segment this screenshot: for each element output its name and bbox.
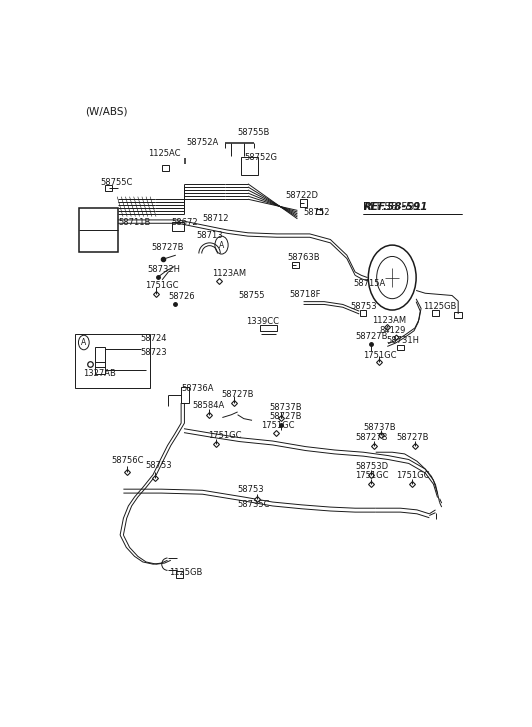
Text: 58753: 58753 [146,461,172,470]
Text: 58584A: 58584A [192,401,225,410]
Bar [397,345,404,350]
Text: 58711B: 58711B [119,218,151,228]
Text: A: A [81,338,86,347]
Text: (W/ABS): (W/ABS) [85,107,128,117]
Bar [300,199,307,206]
Text: 58712: 58712 [203,214,229,222]
Bar [172,222,185,231]
Bar [176,571,183,578]
Text: 58724: 58724 [140,334,167,343]
Text: 1751GC: 1751GC [209,431,242,441]
Text: REF.58-591: REF.58-591 [363,201,421,212]
Circle shape [368,245,416,310]
Bar [293,262,299,268]
Text: 84129: 84129 [380,326,406,335]
Text: 58755B: 58755B [238,127,270,137]
Text: 58753D: 58753D [355,462,388,471]
Circle shape [215,236,228,254]
Bar [162,165,169,171]
Text: 58732H: 58732H [147,265,180,273]
Text: REF.58-591: REF.58-591 [363,201,428,212]
Bar [454,312,462,318]
Text: 1327AB: 1327AB [83,369,116,378]
Text: 1751GC: 1751GC [145,281,178,291]
Text: 1339CC: 1339CC [246,317,279,326]
Text: 58756C: 58756C [111,456,144,465]
Text: 58752G: 58752G [245,153,278,162]
Text: 58727B: 58727B [269,412,302,421]
Text: 58737B: 58737B [363,422,396,432]
Bar [315,209,322,214]
Text: 1125GB: 1125GB [423,302,456,310]
Text: 58727B: 58727B [221,390,254,399]
Text: 58722D: 58722D [285,191,318,201]
Text: 58755: 58755 [238,291,264,300]
Text: 1751GC: 1751GC [261,421,295,430]
Text: 58753: 58753 [350,302,377,310]
Bar [74,334,150,388]
Text: 58715A: 58715A [353,279,385,288]
Text: 1125GB: 1125GB [169,568,202,577]
Text: 58727B: 58727B [396,433,429,442]
Bar [95,347,105,374]
Text: 58752: 58752 [304,208,330,217]
Text: 1123AM: 1123AM [212,268,246,278]
Bar [79,208,118,252]
Text: 58753: 58753 [238,485,264,494]
Text: 58752A: 58752A [186,138,218,147]
Text: A: A [219,241,224,249]
Text: 1751GC: 1751GC [363,351,397,360]
Text: 1751GC: 1751GC [355,470,388,480]
Text: 58723: 58723 [140,348,167,357]
Circle shape [78,335,89,350]
Text: 1751GC: 1751GC [396,470,430,480]
Text: 58727B: 58727B [355,433,388,442]
Text: 58718F: 58718F [289,290,321,299]
Text: 58727B: 58727B [152,243,184,252]
Text: 58736A: 58736A [181,384,214,393]
Bar [432,310,439,316]
Bar [105,185,112,190]
Bar [260,324,277,332]
Text: 1123AM: 1123AM [371,316,406,324]
Bar [241,157,258,175]
Bar [360,310,367,316]
Text: 58763B: 58763B [287,254,320,262]
Text: 58755C: 58755C [101,178,132,187]
Text: 58672: 58672 [171,218,198,228]
Bar [181,387,189,403]
Text: 1125AC: 1125AC [148,149,181,158]
Text: 58737B: 58737B [269,403,302,412]
Circle shape [377,257,408,299]
Text: 58735C: 58735C [238,499,270,509]
Text: 58726: 58726 [169,292,195,301]
Text: 58713: 58713 [197,230,223,239]
Text: 58727B: 58727B [355,332,388,342]
Text: 58731H: 58731H [386,337,419,345]
